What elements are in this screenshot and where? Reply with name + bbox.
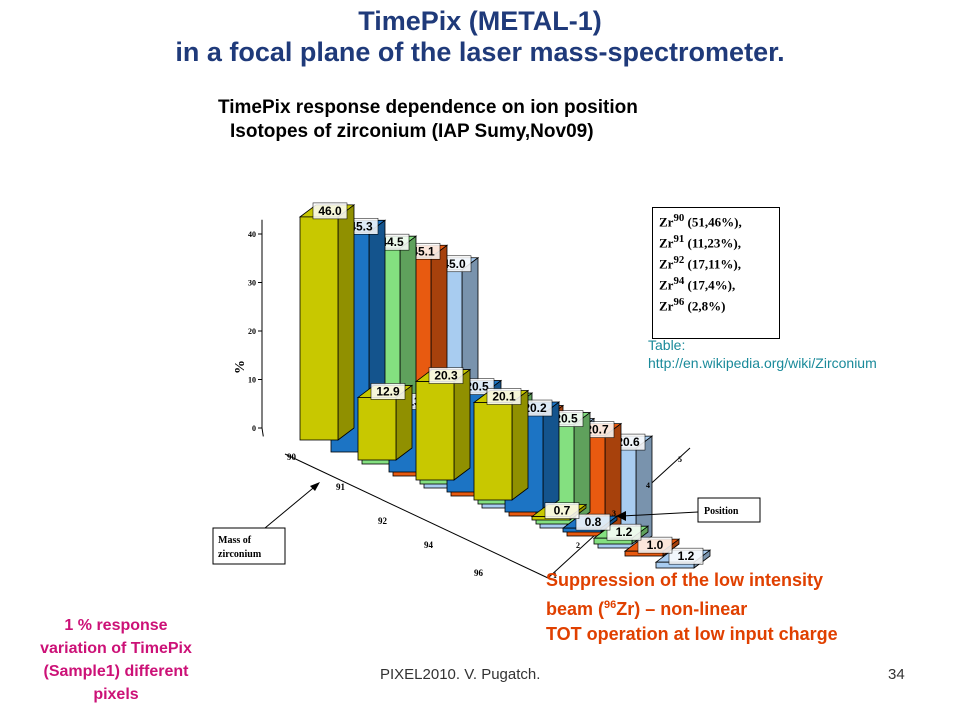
chart-title-line1: TimePix response dependence on ion posit… [218, 97, 638, 118]
mass-tick-label: 92 [378, 516, 388, 526]
bar-value-label: 0.7 [554, 504, 571, 518]
isotope-row: Zr91 (11,23%), [659, 233, 741, 251]
position-arrow-head [616, 511, 626, 521]
position-label: Position [704, 506, 739, 517]
chart-title: TimePix response dependence on ion posit… [218, 96, 638, 144]
bar-label-bg [668, 547, 704, 565]
isotope-row: Zr92 (17,11%), [659, 254, 741, 272]
chart-title-line2: Isotopes of zirconium (IAP Sumy,Nov09) [230, 121, 594, 142]
mass-tick-label: 91 [336, 482, 346, 492]
bar-value-label: 20.5 [554, 412, 578, 426]
bar-side-face [511, 389, 529, 501]
table-source-label: Table: [648, 337, 686, 353]
bar-front-face [299, 216, 339, 441]
position-tick-label: 3 [612, 509, 616, 518]
bar-side-face [453, 368, 471, 481]
bar-mass-90-pos-2: 12.9 [356, 383, 414, 461]
bar-mass-91-pos-5: 0.8 [561, 513, 619, 533]
bar-mass-90-pos-1: 46.0 [298, 202, 356, 441]
slide-title: TimePix (METAL-1) in a focal plane of th… [0, 6, 960, 68]
bar-label-bg [575, 513, 611, 531]
mass-axis-line [284, 453, 549, 579]
isotope-abundance-table: Zr90 (51,46%), Zr91 (11,23%), Zr92 (17,1… [652, 207, 780, 339]
bar-mass-90-pos-5: 0.7 [530, 502, 588, 521]
bar-value-label: 20.2 [523, 401, 547, 415]
bar-value-label: 20.3 [434, 369, 458, 383]
bar-label-bg [486, 388, 522, 405]
z-axis-label: % [233, 360, 248, 374]
mass-tick-label: 90 [287, 452, 297, 462]
chart-axis-labels: 0 10 20 30 40% 90 91 92 94 96 1 2 3 4 5 [233, 230, 682, 580]
bar-label-bg [428, 367, 464, 384]
bar-value-label: 46.0 [318, 204, 342, 218]
bar-side-face [337, 204, 355, 441]
bar-value-label: 45.3 [349, 219, 373, 233]
table-source-link[interactable]: http://en.wikipedia.org/wiki/Zirconium [648, 355, 877, 371]
bar-label-bg [544, 502, 580, 519]
floor-edge [261, 427, 264, 437]
mass-label-line2: zirconium [218, 549, 262, 560]
z-tick-label: 30 [248, 279, 256, 288]
bar-value-label: 45.1 [411, 244, 435, 258]
bar-mass-90-pos-3: 20.3 [414, 367, 472, 481]
chart-bars: 1.220.620.112.845.01.020.720.312.845.11.… [298, 202, 712, 569]
bar-mass-94-pos-5: 1.0 [623, 536, 681, 557]
bar-label-bg [606, 523, 642, 541]
position-tick-label: 1 [553, 571, 557, 580]
isotope-row: Zr90 (51,46%), [659, 212, 742, 230]
bar-value-label: 45.0 [442, 257, 466, 271]
position-tick-label: 5 [678, 455, 682, 464]
bar-side-face [542, 401, 560, 513]
z-tick-label: 0 [252, 424, 256, 433]
bar-mass-90-pos-4: 20.1 [472, 388, 530, 501]
mass-arrow-head [310, 482, 320, 491]
position-tick-label: 4 [646, 481, 650, 490]
slide-number: 34 [888, 666, 905, 683]
mass-label-box [212, 527, 286, 565]
suppression-note: Suppression of the low intensity beam (9… [546, 570, 838, 644]
bar-value-label: 20.6 [616, 435, 640, 449]
mass-tick-label: 94 [424, 540, 434, 550]
variation-note: 1 % response variation of TimePix (Sampl… [40, 617, 192, 703]
isotope-row: Zr94 (17,4%), [659, 275, 736, 293]
bar-value-label: 0.8 [585, 515, 602, 529]
z-tick-label: 20 [248, 327, 256, 336]
chart-annotations: Mass of zirconium Position [212, 482, 761, 565]
bar-front-face [357, 397, 397, 461]
bar-value-label: 1.2 [678, 549, 695, 563]
chart-axes [258, 219, 691, 579]
bar-value-label: 1.2 [616, 525, 633, 539]
bar-label-bg [370, 383, 406, 400]
mass-label-arrow [264, 483, 319, 529]
slide-title-line2: in a focal plane of the laser mass-spect… [175, 37, 785, 67]
bar-label-bg [312, 202, 348, 220]
bar-value-label: 20.7 [585, 423, 609, 437]
position-label-box [697, 497, 761, 523]
mass-label-line1: Mass of [218, 535, 252, 546]
table-source: Table: http://en.wikipedia.org/wiki/Zirc… [648, 336, 877, 372]
bar-front-face [415, 381, 455, 481]
z-tick-label: 40 [248, 230, 256, 239]
bar-value-label: 20.5 [465, 380, 489, 394]
slide-title-line1: TimePix (METAL-1) [358, 6, 602, 36]
position-tick-label: 2 [576, 541, 580, 550]
bar-value-label: 12.9 [376, 384, 400, 398]
bar-label-bg [637, 536, 673, 554]
bar-mass-96-pos-5: 1.2 [654, 547, 712, 569]
bar-value-label: 20.1 [492, 390, 516, 404]
z-tick-label: 10 [248, 376, 256, 385]
mass-tick-label: 96 [474, 568, 484, 578]
bar-value-label: 44.5 [380, 235, 404, 249]
position-label-arrow [621, 511, 699, 517]
bar-value-label: 1.0 [647, 538, 664, 552]
bar-front-face [473, 402, 513, 501]
footer-author: PIXEL2010. V. Pugatch. [380, 666, 541, 683]
isotope-row: Zr96 (2,8%) [659, 296, 726, 314]
